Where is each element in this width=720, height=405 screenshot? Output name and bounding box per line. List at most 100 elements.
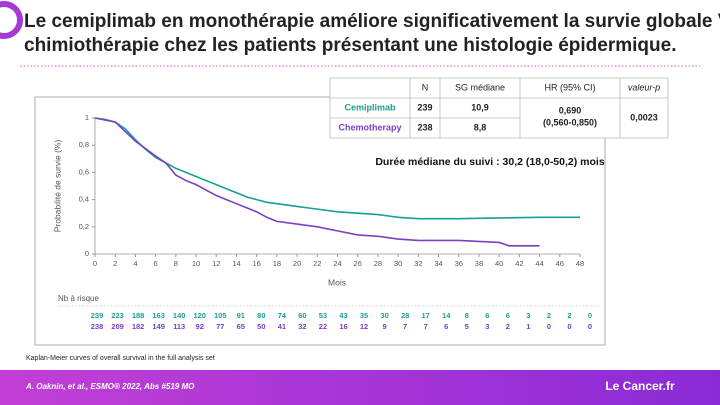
risk-count: 6 — [485, 311, 489, 320]
risk-count: 238 — [91, 322, 104, 331]
cell: (0,560-0,850) — [543, 117, 597, 127]
x-tick-label: 22 — [313, 259, 321, 268]
risk-count: 163 — [152, 311, 165, 320]
x-tick-label: 30 — [394, 259, 402, 268]
x-tick-label: 10 — [192, 259, 200, 268]
y-axis-label: Probabilité de survie (%) — [52, 140, 62, 233]
title: chimiothérapie chez les patients présent… — [24, 35, 676, 56]
x-tick-label: 20 — [293, 259, 301, 268]
risk-count: 0 — [567, 322, 571, 331]
risk-count: 77 — [216, 322, 224, 331]
results-table: N SG médiane HR (95% CI) valeur-p Cemipl… — [329, 77, 669, 139]
risk-count: 149 — [152, 322, 165, 331]
risk-count: 30 — [380, 311, 388, 320]
y-tick-label: 0,8 — [79, 140, 89, 149]
y-tick-label: 0,4 — [79, 195, 89, 204]
risk-count: 6 — [506, 311, 510, 320]
risk-count: 7 — [424, 322, 428, 331]
risk-count: 140 — [173, 311, 186, 320]
risk-count: 0 — [588, 322, 592, 331]
risk-count: 113 — [173, 322, 185, 331]
x-tick-label: 28 — [374, 259, 382, 268]
risk-count: 43 — [339, 311, 347, 320]
row-label: Chemotherapy — [338, 122, 401, 132]
risk-count: 0 — [588, 311, 592, 320]
annotation: Durée médiane du suivi : 30,2 (18,0-50,2… — [375, 156, 604, 168]
cell: 10,9 — [471, 102, 489, 112]
risk-count: 223 — [111, 311, 124, 320]
risk-count: 105 — [214, 311, 227, 320]
x-axis-label: Mois — [328, 277, 346, 287]
risk-count: 9 — [382, 322, 386, 331]
risk-count: 80 — [257, 311, 265, 320]
x-tick-label: 40 — [495, 259, 503, 268]
x-tick-label: 48 — [576, 259, 584, 268]
risk-count: 22 — [319, 322, 327, 331]
risk-count: 8 — [465, 311, 469, 320]
x-tick-label: 42 — [515, 259, 523, 268]
risk-count: 50 — [257, 322, 265, 331]
risk-count: 92 — [196, 322, 204, 331]
risk-count: 6 — [444, 322, 448, 331]
risk-count: 2 — [506, 322, 510, 331]
y-tick-label: 1 — [85, 113, 89, 122]
x-tick-label: 38 — [475, 259, 483, 268]
footer-bar — [0, 370, 720, 405]
y-tick-label: 0,2 — [79, 222, 89, 231]
table-header: SG médiane — [455, 82, 505, 92]
risk-table-label: Nb à risque — [58, 294, 99, 303]
citation: A. Oaknin, et al., ESMO® 2022, Abs #519 … — [25, 382, 195, 391]
x-tick-label: 36 — [455, 259, 463, 268]
risk-count: 2 — [547, 311, 551, 320]
x-tick-label: 12 — [212, 259, 220, 268]
risk-count: 209 — [111, 322, 124, 331]
risk-count: 53 — [319, 311, 327, 320]
table-header: valeur-p — [628, 82, 660, 92]
risk-count: 2 — [567, 311, 571, 320]
x-tick-label: 14 — [232, 259, 240, 268]
risk-count: 65 — [237, 322, 245, 331]
x-tick-label: 44 — [535, 259, 543, 268]
cell: 0,0023 — [630, 112, 658, 122]
cell: 239 — [417, 102, 432, 112]
risk-count: 32 — [298, 322, 306, 331]
risk-count: 1 — [526, 322, 530, 331]
x-tick-label: 46 — [556, 259, 564, 268]
x-tick-label: 8 — [174, 259, 178, 268]
footnote: Kaplan-Meier curves of overall survival … — [26, 355, 215, 362]
x-tick-label: 34 — [434, 259, 442, 268]
y-tick-label: 0 — [85, 249, 89, 258]
cell: 238 — [417, 122, 432, 132]
x-tick-label: 18 — [273, 259, 281, 268]
risk-count: 28 — [401, 311, 409, 320]
x-tick-label: 32 — [414, 259, 422, 268]
x-tick-label: 6 — [154, 259, 158, 268]
risk-count: 0 — [547, 322, 551, 331]
row-label: Cemiplimab — [344, 102, 396, 112]
decoration — [0, 1, 23, 39]
x-tick-label: 0 — [93, 259, 97, 268]
y-tick-label: 0,6 — [79, 167, 89, 176]
table-header: N — [422, 82, 429, 92]
chart-frame — [34, 96, 606, 346]
risk-count: 188 — [132, 311, 145, 320]
risk-count: 182 — [132, 322, 145, 331]
risk-count: 16 — [339, 322, 347, 331]
x-tick-label: 4 — [133, 259, 137, 268]
risk-count: 35 — [360, 311, 368, 320]
risk-count: 5 — [465, 322, 469, 331]
risk-count: 12 — [360, 322, 368, 331]
risk-count: 60 — [298, 311, 306, 320]
x-tick-label: 2 — [113, 259, 117, 268]
x-tick-label: 16 — [252, 259, 260, 268]
title: Le cemiplimab en monothérapie améliore s… — [24, 11, 720, 32]
cell: 0,690 — [559, 105, 582, 115]
table-header: HR (95% CI) — [544, 82, 595, 92]
x-tick-label: 24 — [333, 259, 341, 268]
cell: 8,8 — [474, 122, 487, 132]
risk-count: 3 — [526, 311, 530, 320]
risk-count: 17 — [421, 311, 429, 320]
risk-count: 41 — [278, 322, 286, 331]
